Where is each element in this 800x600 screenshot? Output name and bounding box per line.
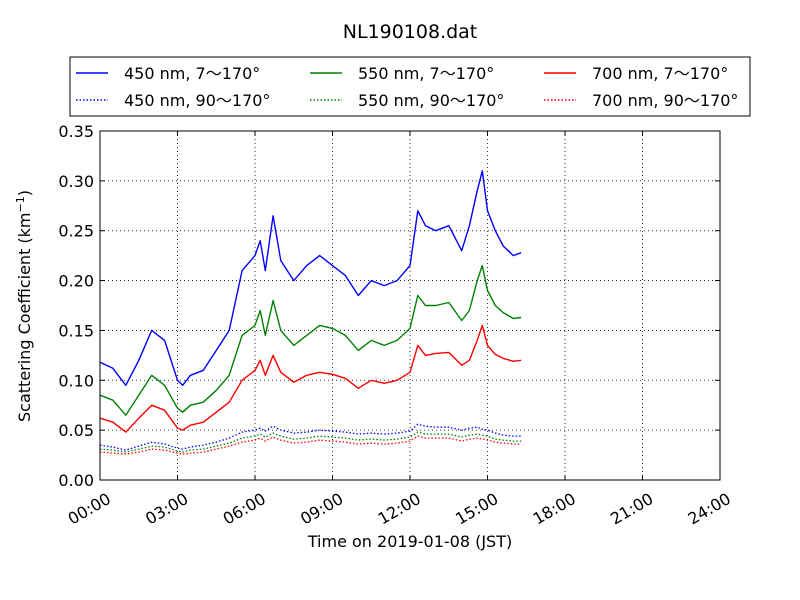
y-tick-label: 0.05 — [58, 421, 94, 440]
legend-frame — [69, 56, 751, 117]
legend-label: 450 nm, 7～170° — [124, 64, 260, 83]
series-line — [99, 324, 522, 433]
series-line — [99, 170, 522, 386]
legend-label: 700 nm, 7～170° — [592, 64, 728, 83]
y-axis-label-superscript: −1 — [14, 196, 27, 212]
series-layer — [99, 170, 522, 455]
y-axis-label-main: Scattering Coefficient (km — [15, 212, 34, 422]
y-tick-label: 0.25 — [58, 222, 94, 241]
y-tick-label: 0.10 — [58, 371, 94, 390]
legend-label: 450 nm, 90～170° — [124, 91, 270, 110]
legend-label: 550 nm, 7～170° — [358, 64, 494, 83]
y-tick-label: 0.20 — [58, 272, 94, 291]
series-line — [99, 435, 522, 455]
series-line — [99, 431, 522, 453]
y-tick-label: 0.00 — [58, 471, 94, 490]
series-line — [99, 264, 522, 416]
chart-title: NL190108.dat — [343, 21, 478, 43]
x-axis-label: Time on 2019-01-08 (JST) — [307, 532, 512, 551]
y-tick-label: 0.30 — [58, 172, 94, 191]
legend-label: 550 nm, 90～170° — [358, 91, 504, 110]
legend-label: 700 nm, 90～170° — [592, 91, 738, 110]
y-tick-label: 0.35 — [58, 122, 94, 141]
y-tick-label: 0.15 — [58, 321, 94, 340]
y-axis-label: Scattering Coefficient (km−1) — [14, 190, 34, 422]
y-axis-label-end: ) — [15, 190, 34, 196]
legend: 450 nm, 7～170° 550 nm, 7～170° 700 nm, 7～17… — [69, 56, 751, 117]
series-line — [99, 423, 522, 451]
